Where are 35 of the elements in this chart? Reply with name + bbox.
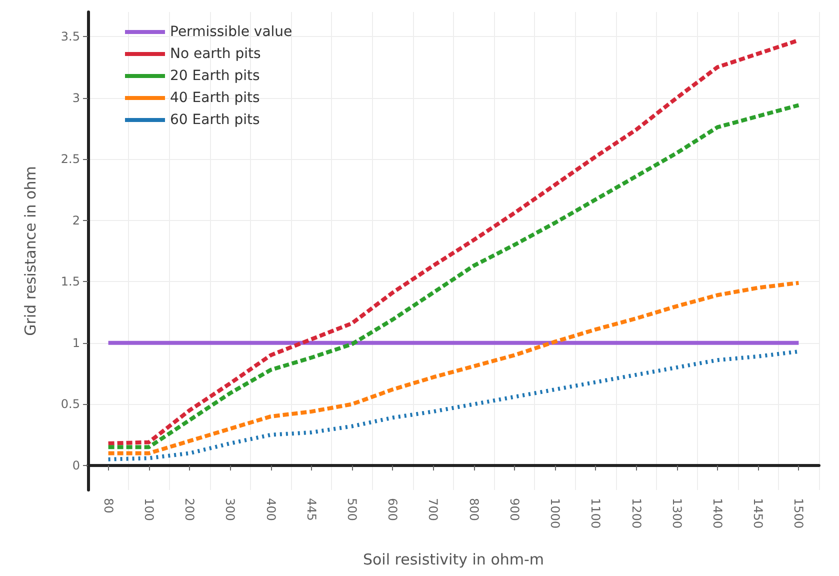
x-tick-label: 1100 [588,498,603,529]
x-tick-label: 80 [101,498,116,514]
line-series [106,280,801,456]
legend-label: 40 Earth pits [170,90,260,106]
x-tick-label: 1200 [629,498,644,529]
x-tick-label: 1000 [548,498,562,529]
x-tick-label: 800 [466,498,481,521]
x-tick-label: 1300 [670,498,684,529]
legend-label: 20 Earth pits [170,68,260,84]
x-tick-label: 300 [223,498,238,521]
x-tick-label: 500 [344,498,359,521]
x-tick-label: 700 [426,498,440,521]
x-tick-label: 1400 [710,498,724,529]
y-tick-label: 3 [72,90,80,105]
y-axis-title: Grid resistance in ohm [22,166,40,336]
line-series [106,103,801,450]
y-tick-label: 0.5 [60,397,80,412]
legend-label: Permissible value [170,24,292,40]
x-tick-label: 445 [304,498,318,521]
y-tick-label: 2.5 [60,152,80,166]
legend-label: No earth pits [170,46,261,62]
x-tick-label: 400 [264,498,278,521]
x-tick-label: 900 [507,498,522,521]
y-tick-label: 1 [72,336,80,350]
x-tick-label: 100 [142,498,156,521]
y-tick-label: 2 [72,213,80,228]
x-tick-label: 200 [182,498,197,521]
y-tick-label: 1.5 [60,274,80,289]
legend-label: 60 Earth pits [170,112,260,128]
y-tick-label: 3.5 [60,30,80,44]
x-tick-label: 600 [386,498,400,521]
y-tick-label: 0 [72,458,80,472]
x-tick-label: 1450 [751,498,766,529]
x-axis-title: Soil resistivity in ohm-m [362,550,544,568]
x-tick-label: 1500 [792,498,806,529]
